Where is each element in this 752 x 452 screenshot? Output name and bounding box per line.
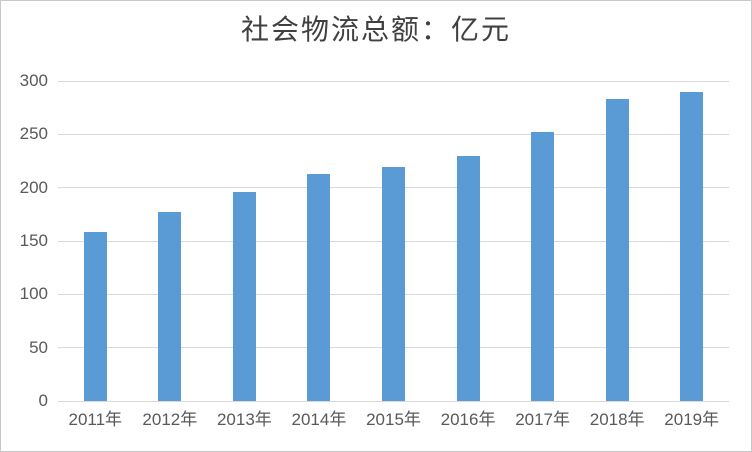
y-tick-label: 250 — [19, 124, 48, 144]
y-tick-label: 0 — [38, 391, 48, 410]
x-tick-label: 2011年 — [68, 410, 123, 429]
gridline — [58, 133, 729, 135]
x-tick-label: 2015年 — [366, 410, 421, 429]
y-tick-label: 300 — [19, 71, 48, 90]
x-tick-label: 2018年 — [589, 410, 645, 429]
bar-2011年 — [83, 232, 107, 401]
y-tick-label: 100 — [19, 284, 48, 304]
y-tick-label: 50 — [29, 337, 48, 357]
bar-2014年 — [307, 173, 331, 401]
bar-2017年 — [531, 132, 555, 401]
x-tick-label: 2016年 — [440, 410, 496, 429]
bar-2018年 — [605, 99, 629, 401]
bar-2012年 — [158, 212, 182, 401]
bar-2013年 — [232, 191, 256, 401]
bar-2016年 — [456, 155, 480, 401]
chart-title: 社会物流总额：亿元 — [240, 13, 511, 46]
x-tick-label: 2012年 — [142, 410, 198, 429]
x-axis-line — [58, 400, 729, 402]
x-tick-label: 2019年 — [664, 410, 720, 429]
x-tick-label: 2014年 — [291, 410, 347, 429]
x-tick-label: 2013年 — [216, 410, 272, 429]
y-tick-label: 200 — [19, 177, 48, 197]
x-tick-label: 2017年 — [515, 410, 571, 429]
y-tick-label: 150 — [19, 231, 48, 250]
bar-2015年 — [382, 167, 405, 401]
gridline — [58, 80, 729, 82]
bar-2019年 — [680, 91, 704, 401]
